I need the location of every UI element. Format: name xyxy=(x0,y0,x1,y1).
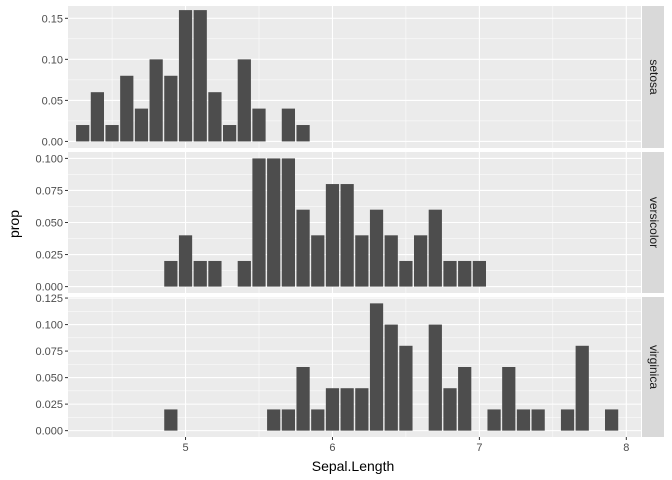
bar xyxy=(311,409,325,431)
y-tick-label: 0.050 xyxy=(35,218,63,230)
y-tick-label: 0.025 xyxy=(35,399,63,411)
y-tick-label: 0.100 xyxy=(35,320,63,332)
bar xyxy=(560,409,575,431)
bar xyxy=(458,260,472,287)
panel-versicolor: 0.000 0.025 0.050 0.075 0.100 versicolor xyxy=(35,152,664,294)
bar xyxy=(178,10,193,142)
y-tick-label: 0.000 xyxy=(35,426,63,438)
bar xyxy=(443,388,457,431)
facet-strip-label: virginica xyxy=(647,345,661,389)
facet-strip xyxy=(642,297,664,437)
bar xyxy=(223,125,237,142)
bar xyxy=(428,209,442,287)
bar xyxy=(178,235,193,287)
bar xyxy=(355,388,369,431)
bar xyxy=(605,409,619,431)
bar xyxy=(267,158,281,287)
y-tick-label: 0.000 xyxy=(35,282,63,294)
y-axis-title: prop xyxy=(6,210,22,238)
facet-strip-label: versicolor xyxy=(647,197,661,248)
bar xyxy=(384,324,398,431)
y-tick-label: 0.05 xyxy=(42,95,63,107)
bar xyxy=(252,158,266,287)
bar xyxy=(105,125,119,142)
y-tick-label: 0.050 xyxy=(35,373,63,385)
panel-background xyxy=(68,6,641,148)
bar xyxy=(369,303,384,431)
bar xyxy=(311,235,325,287)
bar xyxy=(164,260,178,287)
bar xyxy=(340,388,354,431)
bar xyxy=(487,409,501,431)
bar xyxy=(296,125,310,142)
bar xyxy=(443,260,457,287)
bar xyxy=(281,108,295,142)
y-tick-label: 0.100 xyxy=(35,153,63,165)
facet-strip-label: setosa xyxy=(647,59,661,95)
bar xyxy=(193,10,207,142)
x-axis-title: Sepal.Length xyxy=(312,458,395,474)
bar xyxy=(296,367,310,431)
x-tick-label: 5 xyxy=(182,442,188,454)
bar xyxy=(193,260,207,287)
x-tick-label: 8 xyxy=(623,442,629,454)
bar xyxy=(325,388,340,431)
bar xyxy=(516,409,531,431)
bar xyxy=(208,92,222,142)
y-tick-label: 0.125 xyxy=(35,293,63,305)
bar xyxy=(164,75,178,142)
bar xyxy=(164,409,178,431)
bar xyxy=(90,92,104,142)
bar xyxy=(296,209,310,287)
bar xyxy=(472,260,486,287)
y-tick-label: 0.025 xyxy=(35,250,63,262)
bar xyxy=(531,409,545,431)
bar xyxy=(458,367,472,431)
bar xyxy=(281,409,295,431)
bar xyxy=(76,125,90,142)
bar xyxy=(252,108,266,142)
y-tick-label: 0.00 xyxy=(42,136,63,148)
bar xyxy=(575,345,589,431)
bar xyxy=(369,209,384,287)
bar xyxy=(325,184,340,287)
bar xyxy=(340,184,354,287)
bar xyxy=(237,260,251,287)
bar xyxy=(237,59,251,142)
x-tick-label: 6 xyxy=(329,442,335,454)
bar xyxy=(267,409,281,431)
panel-virginica: 0.000 0.025 0.050 0.075 0.100 0.125 virginica xyxy=(35,293,664,438)
panel-background xyxy=(68,297,641,437)
bar xyxy=(428,324,442,431)
facet-strip xyxy=(642,6,664,148)
bar xyxy=(502,367,516,431)
bar xyxy=(355,235,369,287)
bar xyxy=(399,345,413,431)
bar xyxy=(399,260,413,287)
y-tick-label: 0.10 xyxy=(42,54,63,66)
panel-setosa: 0.00 0.05 0.10 0.15 setosa xyxy=(42,6,664,148)
bar xyxy=(120,75,134,142)
y-tick-label: 0.15 xyxy=(42,13,63,25)
facet-strip xyxy=(642,152,664,293)
bar xyxy=(414,235,428,287)
y-tick-label: 0.075 xyxy=(35,185,63,197)
bar xyxy=(149,59,163,142)
bar xyxy=(208,260,222,287)
bar xyxy=(134,108,149,142)
y-tick-label: 0.075 xyxy=(35,346,63,358)
bar xyxy=(281,158,295,287)
bar xyxy=(384,235,398,287)
x-tick-label: 7 xyxy=(476,442,482,454)
